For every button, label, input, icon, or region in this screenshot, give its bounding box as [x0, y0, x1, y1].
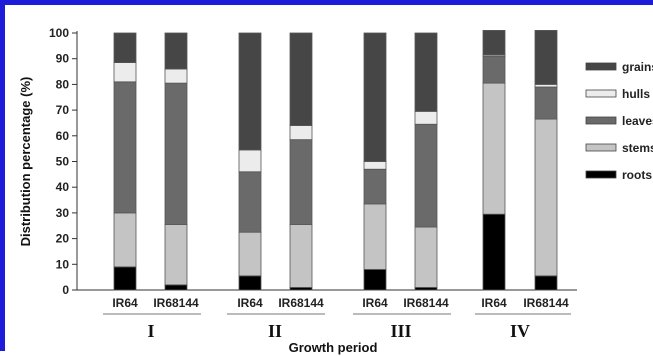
legend-label-hulls: hulls	[622, 87, 650, 101]
legend-swatch-roots	[585, 170, 617, 179]
legend-swatch-hulls	[585, 89, 617, 98]
y-tick-label: 50	[56, 155, 70, 169]
bar-segment-stems	[289, 224, 313, 288]
y-tick-label: 60	[56, 129, 70, 143]
bar-segment-grains	[113, 32, 137, 63]
bar-segment-hulls	[238, 149, 262, 173]
bar-segment-grains	[414, 32, 438, 112]
bar-segment-grains	[534, 30, 558, 85]
bar-segment-stems	[482, 82, 506, 215]
bar-segment-leaves	[164, 82, 188, 225]
bar-segment-roots	[534, 275, 558, 291]
x-axis-title: Growth period	[289, 340, 378, 355]
bar-segment-leaves	[289, 139, 313, 225]
x-category-label: IR64	[237, 296, 263, 310]
legend-label-grains: grains	[622, 60, 653, 74]
y-axis-title: Distribution percentage (%)	[18, 77, 33, 247]
bar-segment-grains	[164, 32, 188, 70]
bar-segment-leaves	[363, 168, 387, 205]
y-tick-label: 100	[49, 26, 69, 40]
y-tick-label: 70	[56, 103, 70, 117]
bar-segment-hulls	[414, 110, 438, 125]
bar-segment-stems	[113, 212, 137, 268]
x-category-label: IR68144	[403, 296, 449, 310]
bar-segment-hulls	[363, 161, 387, 170]
bar-segment-roots	[113, 266, 137, 291]
bar-segment-hulls	[113, 62, 137, 83]
stacked-bar-chart: 0 10 20 30 40 50 60 70 80 90 100 IR64 IR68144 IR64 IR6…	[18, 26, 653, 355]
bar-segment-grains	[482, 30, 506, 56]
y-tick-label: 30	[56, 206, 70, 220]
x-category-label: IR68144	[278, 296, 324, 310]
legend-label-roots: roots	[622, 168, 652, 182]
bar-segment-stems	[164, 224, 188, 286]
bar-segment-stems	[363, 203, 387, 270]
legend-label-stems: stems	[622, 141, 653, 155]
y-tick-label: 40	[56, 180, 70, 194]
legend-swatch-grains	[585, 62, 617, 71]
x-category-label: IR64	[481, 296, 507, 310]
x-category-label: IR68144	[523, 296, 569, 310]
bar-segment-hulls	[289, 125, 313, 141]
group-label: I	[147, 321, 154, 341]
bar-segment-stems	[238, 231, 262, 277]
bar-segment-grains	[363, 32, 387, 162]
group-label: II	[268, 321, 282, 341]
y-tick-label: 10	[56, 257, 70, 271]
bar-segment-roots	[482, 213, 506, 291]
bar-segment-grains	[238, 32, 262, 151]
legend-swatch-leaves	[585, 116, 617, 125]
bar-segment-grains	[289, 32, 313, 126]
x-category-label: IR64	[362, 296, 388, 310]
bar-segment-leaves	[238, 171, 262, 233]
legend-swatch-stems	[585, 143, 617, 152]
bar-segment-roots	[363, 269, 387, 291]
bar-segment-stems	[414, 226, 438, 288]
y-tick-label: 90	[56, 52, 70, 66]
group-label: III	[390, 321, 411, 341]
bar-segment-roots	[238, 275, 262, 291]
bar-segment-hulls	[164, 68, 188, 84]
bar-segment-roots	[164, 284, 188, 291]
bar-segment-leaves	[534, 86, 558, 120]
group-label: IV	[510, 321, 530, 341]
y-tick-label: 80	[56, 77, 70, 91]
y-tick-label: 0	[62, 283, 69, 297]
bar-segment-stems	[534, 118, 558, 277]
x-category-label: IR68144	[153, 296, 199, 310]
x-category-label: IR64	[112, 296, 138, 310]
bar-segment-leaves	[482, 55, 506, 84]
bar-segment-leaves	[414, 123, 438, 228]
y-tick-label: 20	[56, 232, 70, 246]
bar-segment-leaves	[113, 81, 137, 214]
